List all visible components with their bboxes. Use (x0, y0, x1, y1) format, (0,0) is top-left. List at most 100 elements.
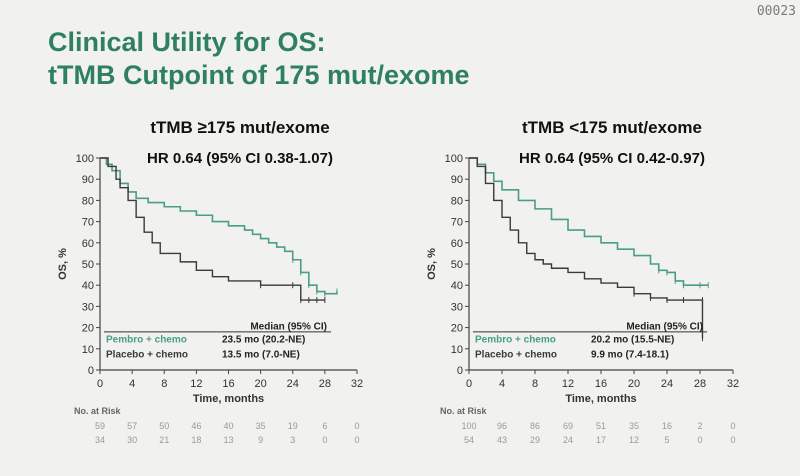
chart2-risk-header: No. at Risk (440, 406, 488, 416)
chart1-risk-cell: 30 (127, 435, 137, 445)
chart2-risk-cell: 96 (497, 421, 507, 431)
chart2-x-tick-label: 24 (661, 378, 673, 390)
chart2-risk-cell: 0 (697, 435, 702, 445)
chart2-legend-series-name: Placebo + chemo (475, 349, 557, 360)
chart2-risk-cell: 69 (563, 421, 573, 431)
chart2-risk-cell: 100 (461, 421, 476, 431)
chart2-y-tick-label: 20 (451, 323, 463, 335)
chart1-risk-cell: 13 (223, 435, 233, 445)
chart2-risk-cell: 12 (629, 435, 639, 445)
chart1-x-tick-label: 20 (255, 378, 267, 390)
chart2-hazard-ratio: HR 0.64 (95% CI 0.42-0.97) (519, 150, 705, 167)
chart2-legend-median: 9.9 mo (7.4-18.1) (591, 349, 669, 360)
chart1-legend-median: 13.5 mo (7.0-NE) (222, 349, 300, 360)
chart1-y-axis-label: OS, % (57, 248, 69, 280)
chart1-x-tick-label: 8 (161, 378, 167, 390)
chart1-risk-cell: 18 (191, 435, 201, 445)
chart2-x-tick-label: 0 (466, 378, 472, 390)
chart2-y-tick-label: 10 (451, 344, 463, 356)
title-line-1: Clinical Utility for OS: (48, 27, 326, 57)
chart1-y-tick-label: 20 (82, 323, 94, 335)
title-line-2: tTMB Cutpoint of 175 mut/exome (48, 60, 470, 90)
chart1-x-tick-label: 32 (351, 378, 363, 390)
chart1-y-tick-label: 40 (82, 280, 94, 292)
chart2-risk-cell: 5 (664, 435, 669, 445)
chart2-y-tick-label: 80 (451, 195, 463, 207)
chart2-y-tick-label: 60 (451, 238, 463, 250)
chart2-y-tick-label: 100 (445, 153, 463, 165)
chart1-legend-series-name: Placebo + chemo (106, 349, 188, 360)
chart1-risk-cell: 21 (159, 435, 169, 445)
chart2-risk-cell: 16 (662, 421, 672, 431)
chart2-legend-median: 20.2 mo (15.5-NE) (591, 334, 674, 345)
chart1-y-tick-label: 90 (82, 174, 94, 186)
chart1-x-tick-label: 16 (222, 378, 234, 390)
chart1-risk-cell: 9 (258, 435, 263, 445)
chart2-risk-cell: 2 (697, 421, 702, 431)
chart2-y-tick-label: 0 (457, 365, 463, 377)
chart2-x-tick-label: 16 (595, 378, 607, 390)
chart1-y-tick-label: 100 (76, 153, 94, 165)
chart2-risk-cell: 86 (530, 421, 540, 431)
chart1-risk-cell: 0 (322, 435, 327, 445)
chart1-risk-cell: 19 (288, 421, 298, 431)
chart1-km-curve-pembro (100, 157, 338, 295)
chart1-risk-cell: 59 (95, 421, 105, 431)
chart2-y-tick-label: 90 (451, 174, 463, 186)
chart2-x-tick-label: 32 (727, 378, 739, 390)
chart2-km-curve-placebo (469, 157, 704, 339)
chart1-legend-median: 23.5 mo (20.2-NE) (222, 334, 305, 345)
chart2-y-axis-label: OS, % (426, 248, 438, 280)
chart2-title: tTMB <175 mut/exome (522, 118, 702, 137)
chart2-risk-cell: 51 (596, 421, 606, 431)
chart1-y-tick-label: 30 (82, 301, 94, 313)
chart1-risk-cell: 3 (290, 435, 295, 445)
chart1-legend-header: Median (95% CI) (250, 322, 327, 333)
chart2-y-tick-label: 40 (451, 280, 463, 292)
chart1-hazard-ratio: HR 0.64 (95% CI 0.38-1.07) (147, 150, 333, 167)
chart1-x-tick-label: 28 (319, 378, 331, 390)
chart1-risk-cell: 34 (95, 435, 105, 445)
chart2-legend-header: Median (95% CI) (626, 322, 703, 333)
chart2-x-tick-label: 28 (694, 378, 706, 390)
slide-title: Clinical Utility for OS: tTMB Cutpoint o… (48, 26, 470, 92)
chart1-risk-cell: 50 (159, 421, 169, 431)
slide-number: 00023 (756, 4, 796, 19)
chart2-x-tick-label: 12 (562, 378, 574, 390)
chart1-km-curve-placebo (100, 157, 325, 301)
chart1-y-tick-label: 50 (82, 259, 94, 271)
chart2-risk-cell: 17 (596, 435, 606, 445)
chart2-y-tick-label: 30 (451, 301, 463, 313)
chart2-risk-cell: 24 (563, 435, 573, 445)
chart2-km-curve-pembro (469, 157, 709, 286)
chart1-x-tick-label: 12 (190, 378, 202, 390)
chart2-x-tick-label: 8 (532, 378, 538, 390)
chart1-risk-cell: 0 (354, 435, 359, 445)
chart1-risk-cell: 57 (127, 421, 137, 431)
chart1-y-tick-label: 10 (82, 344, 94, 356)
chart2-y-tick-label: 50 (451, 259, 463, 271)
chart1-risk-cell: 40 (223, 421, 233, 431)
chart2-risk-cell: 0 (730, 435, 735, 445)
chart1-y-tick-label: 80 (82, 195, 94, 207)
chart2-risk-cell: 35 (629, 421, 639, 431)
chart1-x-tick-label: 0 (97, 378, 103, 390)
chart2-legend-series-name: Pembro + chemo (475, 334, 556, 345)
chart2-risk-cell: 29 (530, 435, 540, 445)
chart2-x-axis-label: Time, months (565, 393, 636, 405)
chart1-title: tTMB ≥175 mut/exome (150, 118, 329, 137)
chart1-legend-series-name: Pembro + chemo (106, 334, 187, 345)
chart2-risk-cell: 0 (730, 421, 735, 431)
chart1-y-tick-label: 0 (88, 365, 94, 377)
chart2-y-tick-label: 70 (451, 217, 463, 229)
chart1-x-axis-label: Time, months (193, 393, 264, 405)
chart1-y-tick-label: 70 (82, 217, 94, 229)
chart1-risk-cell: 35 (256, 421, 266, 431)
chart1-y-tick-label: 60 (82, 238, 94, 250)
chart1-risk-cell: 6 (322, 421, 327, 431)
chart1-risk-cell: 0 (354, 421, 359, 431)
chart1-x-tick-label: 24 (287, 378, 299, 390)
chart1-x-tick-label: 4 (129, 378, 135, 390)
chart2-x-tick-label: 20 (628, 378, 640, 390)
